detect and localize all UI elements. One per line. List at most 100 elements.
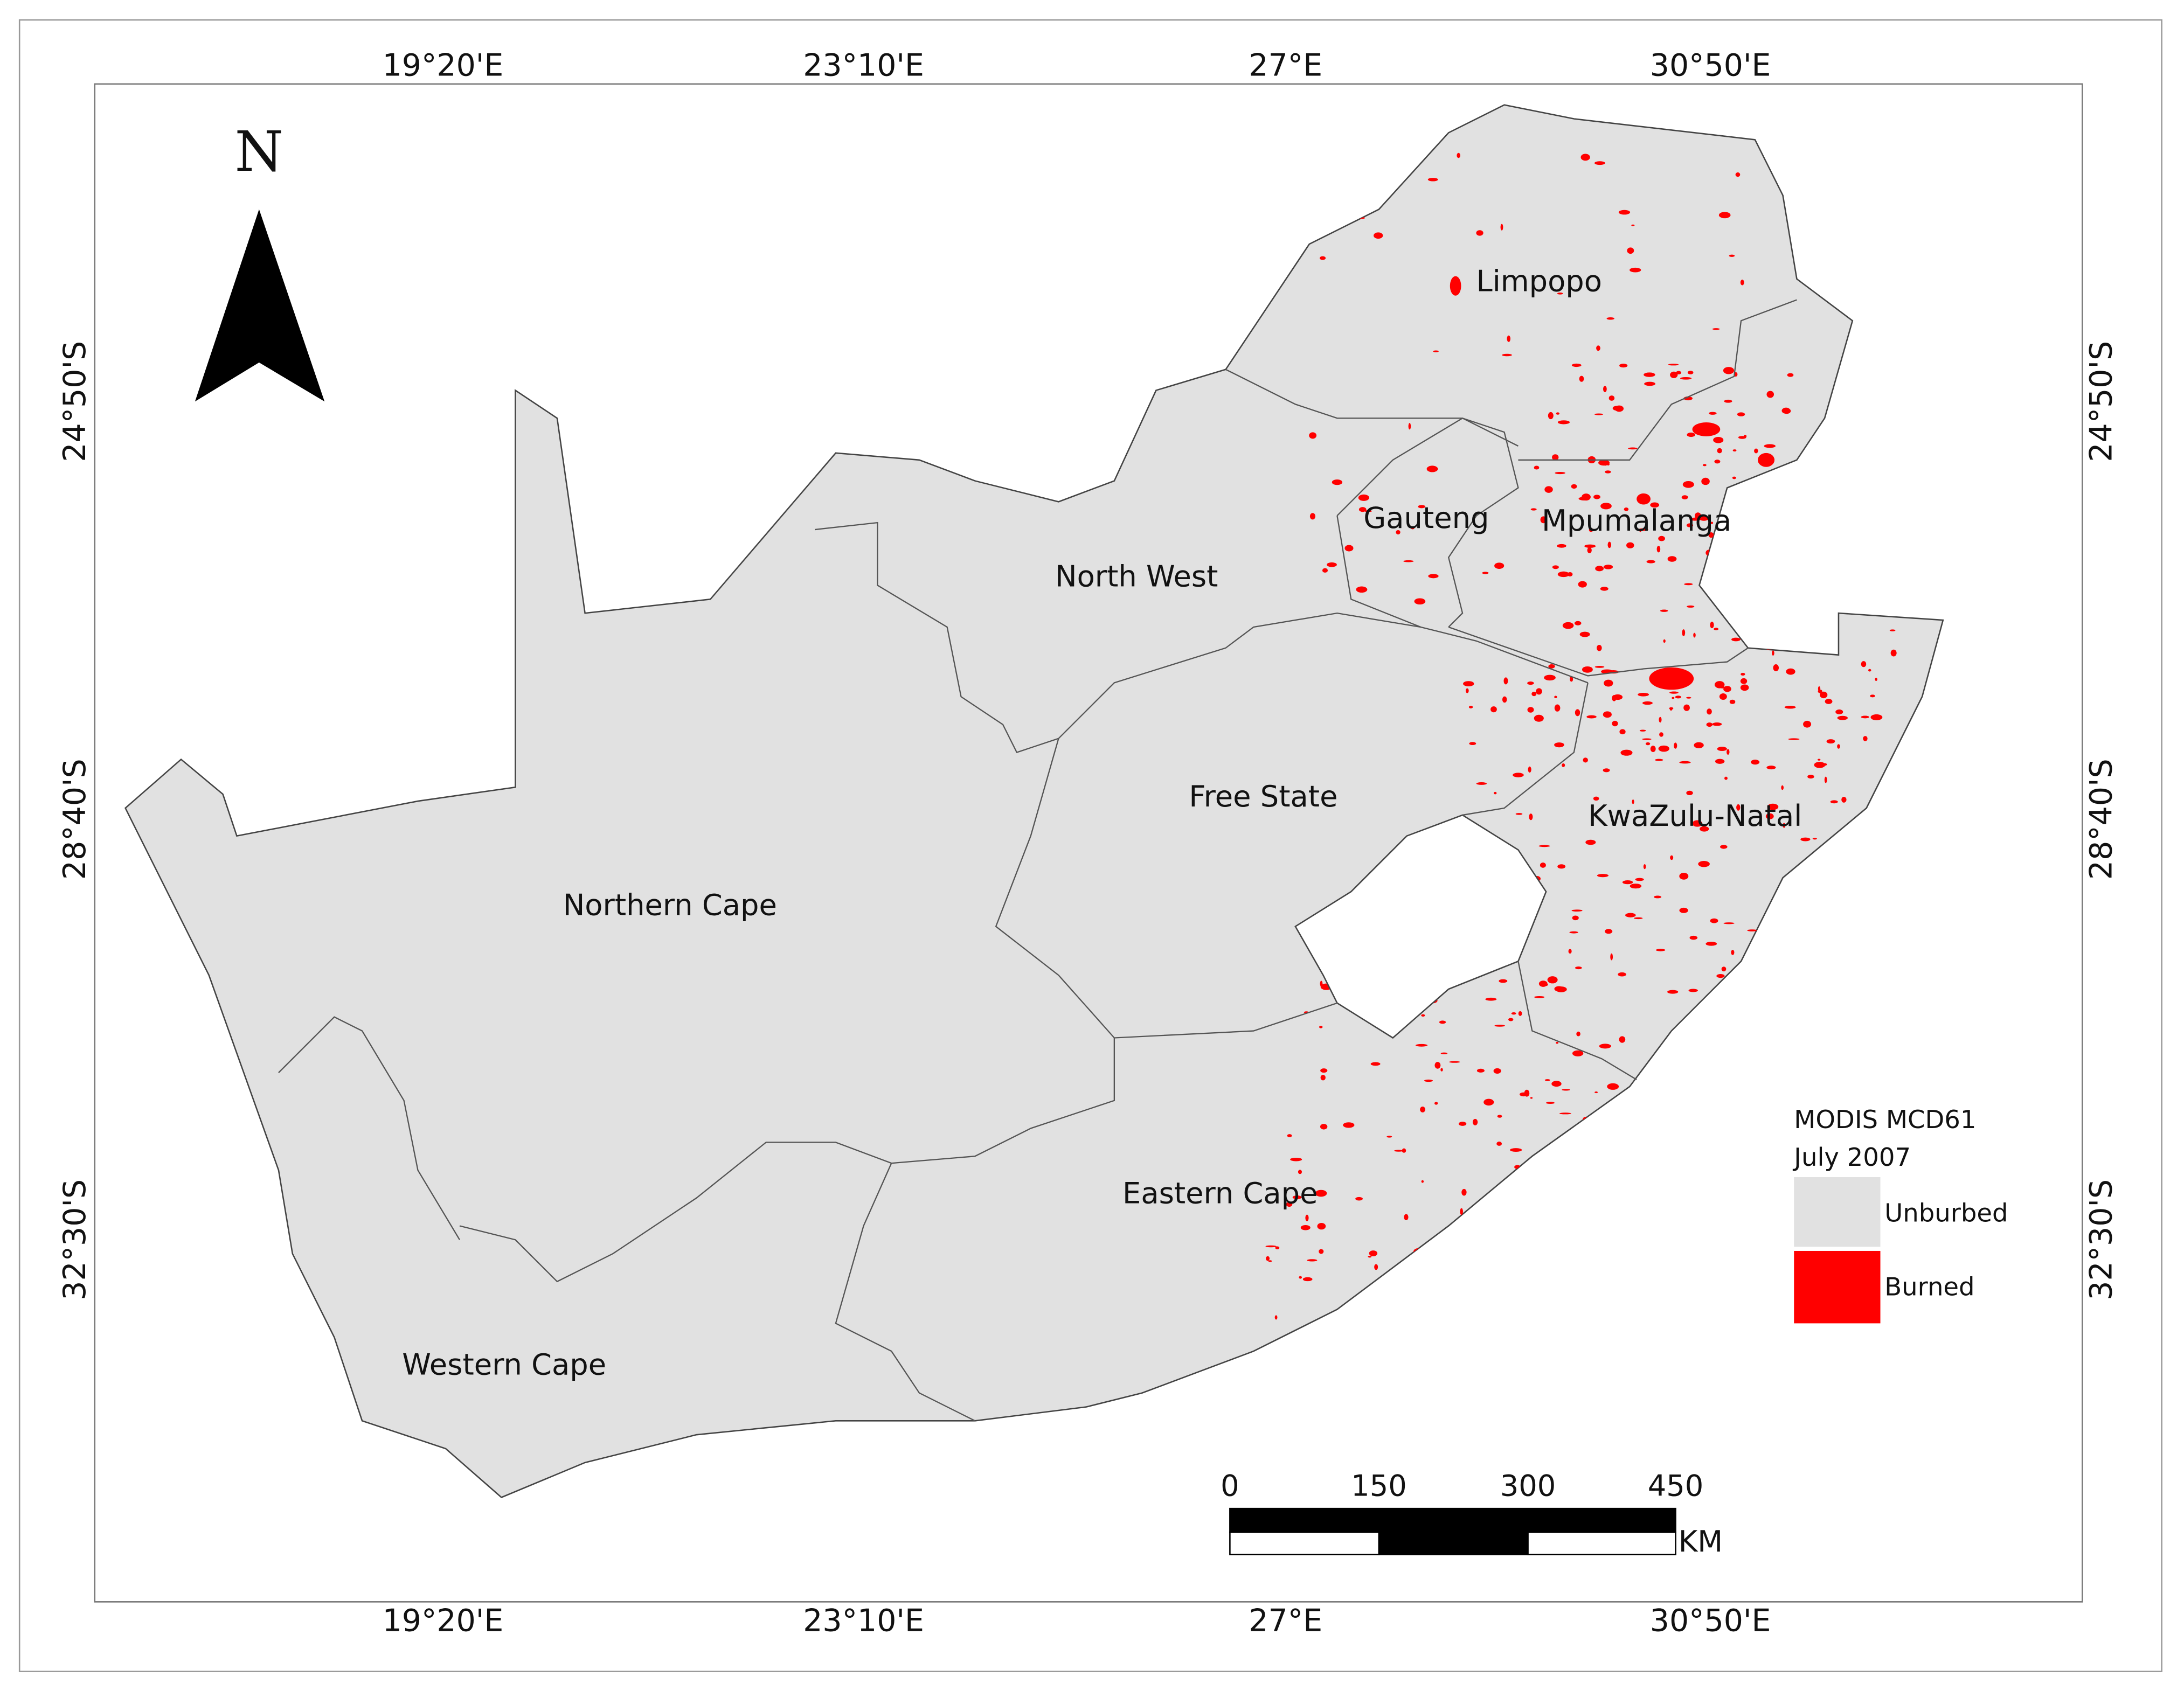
scale-tick-label: 150 (1351, 1469, 1407, 1503)
burn-patch (1434, 1102, 1438, 1105)
burn-patch (1702, 464, 1707, 467)
burn-patch (1587, 547, 1592, 553)
burn-patch (1596, 345, 1600, 351)
burn-patch (1599, 1044, 1611, 1049)
burn-patch (1482, 572, 1489, 574)
burn-patch (1618, 972, 1626, 977)
burn-patch (1370, 1062, 1381, 1066)
burn-patch (1644, 381, 1656, 386)
burn-patch (1582, 666, 1593, 673)
burn-patch (1386, 1136, 1392, 1138)
burn-patch (1576, 1031, 1580, 1037)
burn-patch (1803, 720, 1812, 728)
legend-swatch-unburned (1794, 1177, 1881, 1247)
burn-patch (1552, 454, 1559, 461)
burn-patch (1686, 523, 1694, 527)
burn-patch (1655, 949, 1666, 951)
burn-patch (1562, 622, 1574, 629)
burn-patch (1600, 587, 1608, 591)
burn-patch (1356, 586, 1368, 593)
burn-patch (1420, 1107, 1426, 1112)
burn-patch (1548, 412, 1554, 420)
burn-patch (1610, 953, 1613, 961)
burn-patch (1817, 759, 1821, 761)
burn-patch (1502, 696, 1507, 703)
burn-patch (1630, 267, 1641, 273)
graticule-label: 24°50'S (57, 341, 93, 462)
burn-patch (1724, 399, 1732, 403)
burn-patch (1579, 375, 1584, 382)
burn-patch (1408, 423, 1411, 430)
burn-patch (1686, 697, 1691, 699)
burn-patch (1428, 574, 1439, 579)
scale-unit: KM (1679, 1525, 1723, 1559)
burn-patch (1729, 699, 1736, 704)
burn-patch (1861, 661, 1867, 667)
burn-patch (1875, 677, 1877, 681)
burn-patch (1476, 782, 1487, 785)
burn-patch (1670, 855, 1674, 860)
burn-patch (1607, 541, 1612, 548)
burn-patch (1890, 649, 1897, 657)
burn-patch (1698, 861, 1710, 867)
north-label: N (235, 120, 283, 184)
legend-title: July 2007 (1792, 1143, 1911, 1172)
burn-patch (1309, 432, 1317, 439)
burn-patch (1654, 895, 1662, 899)
burn-patch (1679, 873, 1689, 880)
burn-patch (1716, 973, 1725, 978)
burn-patch (1551, 1081, 1562, 1087)
burn-patch (1635, 878, 1644, 881)
burn-patch (1302, 1277, 1313, 1282)
burn-patch (1534, 996, 1545, 998)
graticule-label: 30°50'E (1650, 48, 1771, 84)
burn-patch (1494, 791, 1497, 795)
burn-patch (1649, 667, 1694, 690)
burn-patch (1557, 293, 1563, 295)
burn-patch (1667, 556, 1677, 562)
graticule-label: 23°10'E (803, 1603, 924, 1639)
burn-patch (1837, 744, 1840, 749)
burn-patch (1723, 686, 1731, 692)
burn-patch (1766, 766, 1776, 770)
burn-patch (1268, 1260, 1272, 1262)
burn-patch (1787, 373, 1794, 377)
burn-patch (1559, 1112, 1571, 1115)
burn-patch (1807, 775, 1814, 779)
burn-patch (1548, 664, 1555, 669)
burn-patch (1556, 1041, 1559, 1044)
burn-patch (1737, 412, 1745, 416)
burn-patch (1507, 335, 1511, 342)
burn-patch (1732, 449, 1737, 452)
province-borders (278, 299, 1797, 1422)
burn-patch (1421, 1014, 1425, 1017)
province-label: Northern Cape (563, 888, 777, 922)
burn-patch (1355, 1197, 1363, 1201)
burn-patch (1870, 694, 1875, 698)
burn-patch (1692, 820, 1703, 827)
burn-patch (1715, 759, 1725, 764)
burn-patch (1460, 1208, 1463, 1215)
burn-patch (1320, 1075, 1326, 1081)
burn-patch (1554, 986, 1564, 992)
burn-patch (1530, 1097, 1533, 1099)
burn-patch (1575, 966, 1582, 970)
burn-patch (1713, 436, 1724, 443)
burn-patch (1497, 1115, 1502, 1118)
burn-patch (1614, 405, 1624, 412)
burn-patch (1315, 1190, 1327, 1197)
burn-patch (1404, 1214, 1409, 1221)
burn-patch (1466, 688, 1469, 693)
burn-patch (1567, 572, 1573, 576)
burn-patch (1320, 1068, 1328, 1073)
burn-patch (1632, 799, 1634, 804)
burn-patch (1679, 907, 1688, 913)
burn-patch (1708, 532, 1714, 538)
burn-patch (1568, 949, 1572, 954)
burn-patch (1461, 1188, 1467, 1196)
burn-patch (1669, 708, 1673, 711)
burn-patch (1600, 503, 1612, 510)
burn-patch (1410, 526, 1415, 530)
burn-patch (1612, 720, 1618, 727)
burn-patch (1717, 747, 1727, 751)
